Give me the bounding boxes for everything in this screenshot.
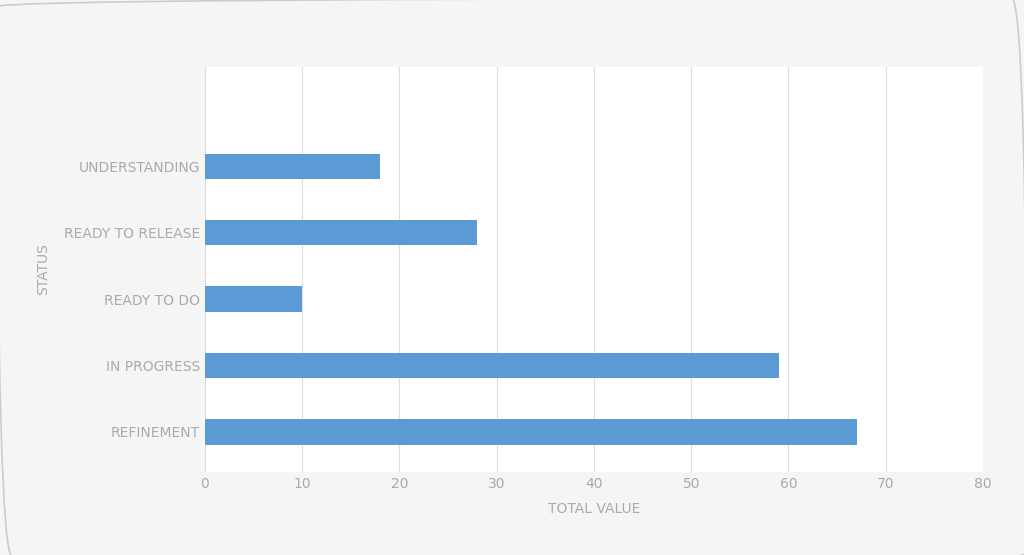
Bar	[205, 154, 380, 179]
Bar	[205, 220, 477, 245]
Bar	[205, 353, 779, 378]
Y-axis label: STATUS: STATUS	[36, 243, 50, 295]
Bar	[205, 419, 856, 445]
X-axis label: TOTAL VALUE: TOTAL VALUE	[548, 502, 640, 516]
Bar	[205, 286, 302, 312]
